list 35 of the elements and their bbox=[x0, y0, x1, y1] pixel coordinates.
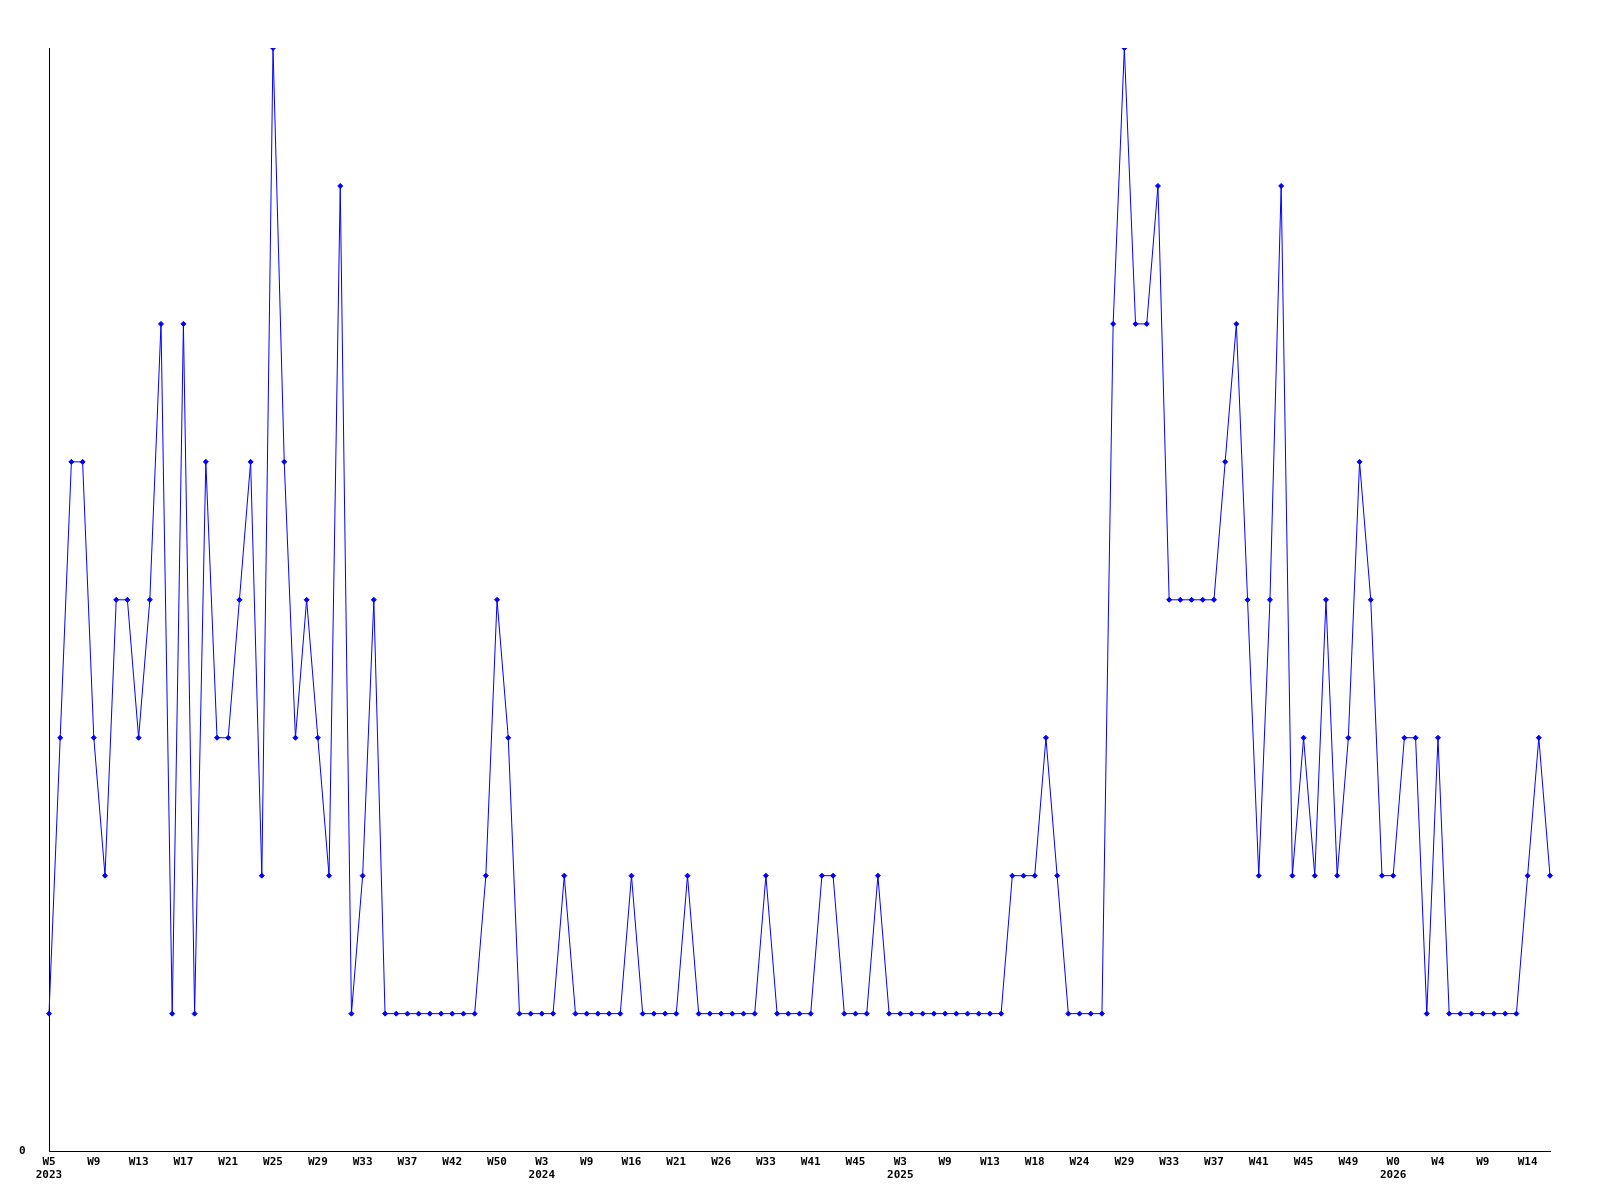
x-tick-label: W9 bbox=[87, 1155, 101, 1169]
x-tick-label: W4 bbox=[1431, 1155, 1445, 1169]
x-tick-label: W25 bbox=[263, 1155, 283, 1169]
x-tick-label: W3 2024 bbox=[528, 1155, 556, 1182]
x-tick-label: W21 bbox=[218, 1155, 239, 1169]
x-tick-label: W29 bbox=[1114, 1155, 1135, 1169]
x-tick-label: W41 bbox=[800, 1155, 822, 1169]
x-tick-label: W14 bbox=[1517, 1155, 1538, 1169]
x-tick-label: W26 bbox=[711, 1155, 732, 1169]
x-tick-label: W9 bbox=[1476, 1155, 1490, 1169]
x-tick-label: W45 bbox=[845, 1155, 866, 1169]
x-tick-label: W37 bbox=[397, 1155, 418, 1169]
x-tick-label: W29 bbox=[307, 1155, 328, 1169]
x-tick-label: W17 bbox=[173, 1155, 194, 1169]
x-tick-label: W50 bbox=[487, 1155, 507, 1169]
x-tick-label: W49 bbox=[1338, 1155, 1359, 1169]
x-tick-label: W0 2026 bbox=[1379, 1155, 1407, 1182]
x-tick-label: W5 2023 bbox=[35, 1155, 63, 1182]
x-tick-label: W37 bbox=[1204, 1155, 1224, 1169]
x-tick-label: W18 bbox=[1024, 1155, 1045, 1169]
x-tick-label: W24 bbox=[1069, 1155, 1090, 1169]
x-tick-label: W13 bbox=[979, 1155, 1000, 1169]
x-tick-label: W9 bbox=[580, 1155, 594, 1169]
text: 0 bbox=[19, 1144, 26, 1158]
x-tick-label: W13 bbox=[128, 1155, 149, 1169]
x-tick-label: W9 bbox=[938, 1155, 952, 1169]
x-tick-label: W33 bbox=[755, 1155, 776, 1169]
x-tick-label: W33 bbox=[1159, 1155, 1180, 1169]
x-tick-label: W45 bbox=[1293, 1155, 1314, 1169]
x-tick-label: W33 bbox=[352, 1155, 373, 1169]
x-tick-label: W42 bbox=[442, 1155, 463, 1169]
x-tick-label: W16 bbox=[621, 1155, 642, 1169]
x-tick-label: W41 bbox=[1248, 1155, 1270, 1169]
x-tick-label: W21 bbox=[666, 1155, 687, 1169]
x-tick-label: W3 2025 bbox=[887, 1155, 914, 1182]
